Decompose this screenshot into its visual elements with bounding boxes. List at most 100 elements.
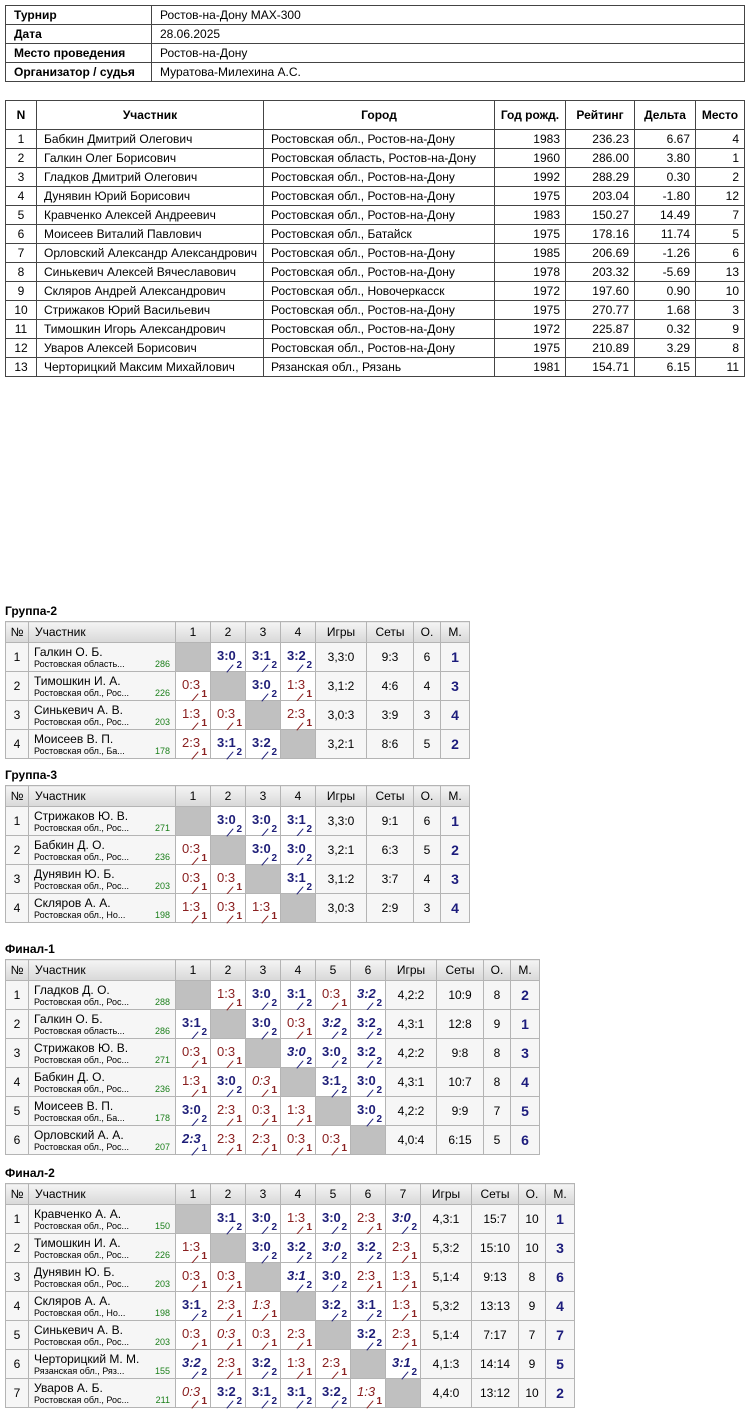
col-opponent: 6: [350, 1183, 386, 1205]
self-cell: [210, 1233, 246, 1263]
info-label: Турнир: [5, 5, 152, 25]
player-games: 4,3:1: [420, 1204, 472, 1234]
participant-cell: 203.32: [565, 262, 635, 282]
match-points: 2: [341, 1085, 347, 1096]
participant-row: 4 Дунявин Юрий Борисович Ростовская обл., …: [5, 186, 745, 206]
col-num: №: [5, 621, 29, 643]
player-sets: 6:15: [436, 1125, 484, 1155]
col-opponent: 3: [245, 959, 281, 981]
participants-header: Рейтинг: [565, 100, 635, 130]
match-points: 1: [306, 1143, 312, 1154]
player-cell: Гладков Д. О. Ростовская обл., Рос... 288: [28, 980, 176, 1010]
info-value: Муратова-Милехина А.С.: [151, 62, 745, 82]
match-result: 3:0 2: [280, 1038, 316, 1069]
match-result: 3:0 2: [350, 1096, 386, 1127]
score-divider: [191, 1400, 199, 1409]
player-city: Ростовская обл., Рос...: [34, 1141, 129, 1152]
match-score: 2:3: [217, 1102, 236, 1117]
group-row: 3 Синькевич А. В. Ростовская обл., Рос... 2…: [5, 700, 470, 731]
group-row: 2 Тимошкин И. А. Ростовская обл., Рос... 22…: [5, 1233, 575, 1264]
match-result: 3:0 2: [245, 980, 281, 1011]
match-score: 0:3: [182, 1384, 201, 1399]
participant-cell: Тимошкин Игорь Александрович: [36, 319, 264, 339]
match-points: 1: [236, 1114, 242, 1125]
player-name: Кравченко А. А.: [34, 1206, 122, 1221]
match-points: 1: [236, 1309, 242, 1320]
participant-cell: 10: [695, 281, 745, 301]
match-score: 0:3: [182, 870, 201, 885]
participant-cell: 9: [5, 281, 37, 301]
match-score: 2:3: [217, 1297, 236, 1312]
participant-cell: 236.23: [565, 129, 635, 149]
player-games: 3,1:2: [315, 671, 367, 701]
match-result: 3:1 2: [280, 980, 316, 1011]
player-points: 4: [413, 864, 441, 894]
match-result: 3:1 2: [280, 864, 316, 895]
player-games: 3,1:2: [315, 864, 367, 894]
player-points: 8: [518, 1262, 546, 1292]
participant-cell: Скляров Андрей Александрович: [36, 281, 264, 301]
match-result: 2:3 1: [280, 1320, 316, 1351]
match-result: 2:3 1: [210, 1096, 246, 1127]
match-score: 3:2: [322, 1015, 341, 1030]
player-rating: 286: [154, 658, 170, 669]
col-sets: Сеты: [471, 1183, 519, 1205]
match-result: 1:3 1: [175, 700, 211, 731]
match-points: 1: [236, 1367, 242, 1378]
player-points: 10: [518, 1378, 546, 1408]
player-games: 5,3:2: [420, 1233, 472, 1263]
player-sets: 10:9: [436, 980, 484, 1010]
participant-cell: 1972: [494, 319, 566, 339]
match-result: 3:2 2: [350, 980, 386, 1011]
participant-cell: 1975: [494, 300, 566, 320]
player-place: 3: [510, 1038, 540, 1068]
match-points: 2: [271, 1027, 277, 1038]
self-cell: [280, 1291, 316, 1321]
match-result: 1:3 1: [280, 671, 316, 702]
player-name: Черторицкий М. М.: [34, 1351, 140, 1366]
self-cell: [210, 671, 246, 701]
group-row: 2 Бабкин Д. О. Ростовская обл., Рос... 236 0…: [5, 835, 470, 866]
match-points: 2: [376, 1251, 382, 1262]
col-sets: Сеты: [436, 959, 484, 981]
match-score: 1:3: [217, 986, 236, 1001]
self-cell: [210, 835, 246, 865]
participant-cell: 270.77: [565, 300, 635, 320]
match-points: 2: [271, 747, 277, 758]
match-result: 1:3 1: [385, 1262, 421, 1293]
participant-cell: 6: [695, 243, 745, 263]
match-result: 3:1 2: [280, 1262, 316, 1293]
match-points: 1: [201, 689, 207, 700]
group-row: 5 Синькевич А. В. Ростовская обл., Рос... 2…: [5, 1320, 575, 1351]
player-city-row: Ростовская обл., Рос... 211: [34, 1395, 170, 1405]
player-number: 2: [5, 835, 29, 865]
match-score: 2:3: [182, 1131, 201, 1146]
score-divider: [296, 886, 304, 895]
match-result: 3:2 2: [315, 1291, 351, 1322]
participant-cell: 178.16: [565, 224, 635, 244]
player-points: 9: [518, 1349, 546, 1379]
player-sets: 3:7: [366, 864, 414, 894]
participant-cell: 3: [5, 167, 37, 187]
score-divider: [191, 915, 199, 924]
match-points: 2: [376, 1114, 382, 1125]
match-points: 2: [271, 660, 277, 671]
match-result: 2:3 1: [350, 1204, 386, 1235]
col-opponent: 1: [175, 1183, 211, 1205]
match-score: 2:3: [217, 1131, 236, 1146]
group-row: 6 Черторицкий М. М. Рязанская обл., Ряз...…: [5, 1349, 575, 1380]
match-score: 1:3: [252, 899, 271, 914]
match-result: 2:3 1: [210, 1125, 246, 1156]
match-points: 1: [376, 1222, 382, 1233]
participant-cell: 11: [695, 357, 745, 377]
match-points: 1: [201, 882, 207, 893]
match-points: 2: [306, 1396, 312, 1407]
score-divider: [261, 915, 269, 924]
self-cell: [280, 729, 316, 759]
participant-cell: 0.90: [634, 281, 696, 301]
match-score: 2:3: [287, 1326, 306, 1341]
score-divider: [261, 1255, 269, 1264]
match-score: 0:3: [252, 1073, 271, 1088]
match-score: 3:2: [357, 986, 376, 1001]
player-cell: Дунявин Ю. Б. Ростовская обл., Рос... 203: [28, 864, 176, 894]
